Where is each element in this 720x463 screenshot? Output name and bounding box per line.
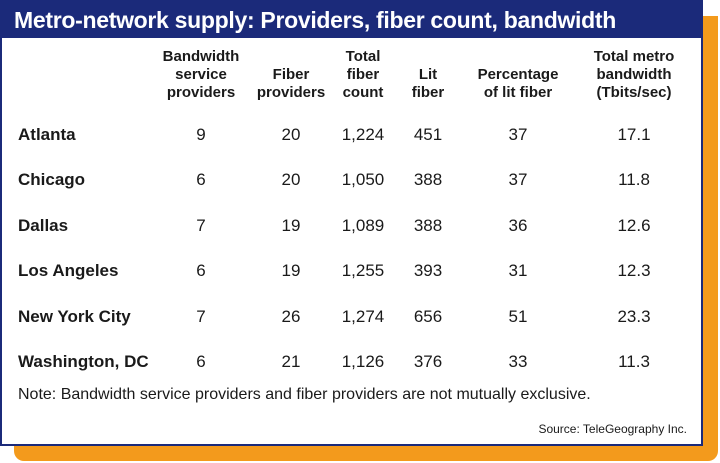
bandwidth-providers-cell: 6 <box>196 170 206 190</box>
total-bandwidth-cell: 12.6 <box>617 215 651 235</box>
bandwidth-providers-cell: 7 <box>196 215 206 235</box>
city-cell: Atlanta <box>18 124 76 144</box>
bandwidth-providers-cell: 9 <box>196 124 206 144</box>
total-fiber-cell: 1,255 <box>341 261 385 281</box>
total-bandwidth-cell: 17.1 <box>617 124 651 144</box>
total-fiber-cell: 1,126 <box>341 352 385 372</box>
table-row: New York City 7 26 1,274 656 51 23.3 <box>12 294 694 340</box>
fiber-providers-cell: 20 <box>281 170 301 190</box>
fiber-providers-cell: 20 <box>281 124 301 144</box>
pct-lit-cell: 51 <box>508 306 528 326</box>
header-pct-lit: Percentage of lit fiber <box>477 66 559 101</box>
fiber-providers-cell: 21 <box>281 352 301 372</box>
table-row: Atlanta 9 20 1,224 451 37 17.1 <box>12 112 694 158</box>
city-cell: Dallas <box>18 215 69 235</box>
fiber-providers-cell: 26 <box>281 306 301 326</box>
total-bandwidth-cell: 11.3 <box>618 352 650 372</box>
total-bandwidth-cell: 12.3 <box>617 261 651 281</box>
header-row: Bandwidth service providers Fiber provid… <box>12 48 694 112</box>
pct-lit-cell: 37 <box>508 124 528 144</box>
table-row: Washington, DC 6 21 1,126 376 33 11.3 <box>12 340 694 386</box>
city-cell: Washington, DC <box>18 352 149 372</box>
bandwidth-providers-cell: 6 <box>196 261 206 281</box>
total-fiber-cell: 1,224 <box>341 124 385 144</box>
pct-lit-cell: 31 <box>508 261 528 281</box>
source-credit: Source: TeleGeography Inc. <box>538 422 687 436</box>
data-table-card: Metro-network supply: Providers, fiber c… <box>0 0 703 446</box>
header-total-fiber: Total fiber count <box>342 48 384 101</box>
pct-lit-cell: 33 <box>508 352 528 372</box>
total-fiber-cell: 1,089 <box>341 215 385 235</box>
lit-fiber-cell: 656 <box>413 306 443 326</box>
lit-fiber-cell: 393 <box>413 261 443 281</box>
header-city <box>12 48 152 112</box>
total-bandwidth-cell: 23.3 <box>617 306 651 326</box>
total-bandwidth-cell: 11.8 <box>618 170 650 190</box>
lit-fiber-cell: 388 <box>413 215 443 235</box>
header-fiber-providers: Fiber providers <box>256 66 326 101</box>
bandwidth-providers-cell: 7 <box>196 306 206 326</box>
supply-table: Bandwidth service providers Fiber provid… <box>12 48 694 385</box>
city-cell: New York City <box>18 306 131 326</box>
table-row: Los Angeles 6 19 1,255 393 31 12.3 <box>12 249 694 295</box>
table-title: Metro-network supply: Providers, fiber c… <box>2 2 701 38</box>
fiber-providers-cell: 19 <box>281 215 301 235</box>
total-fiber-cell: 1,274 <box>341 306 385 326</box>
lit-fiber-cell: 388 <box>413 170 443 190</box>
city-cell: Los Angeles <box>18 261 119 281</box>
pct-lit-cell: 37 <box>508 170 528 190</box>
table-row: Dallas 7 19 1,089 388 36 12.6 <box>12 203 694 249</box>
header-total-bandwidth: Total metro bandwidth (Tbits/sec) <box>593 48 675 101</box>
header-bandwidth-providers: Bandwidth service providers <box>162 48 240 101</box>
pct-lit-cell: 36 <box>508 215 528 235</box>
lit-fiber-cell: 451 <box>413 124 443 144</box>
city-cell: Chicago <box>18 170 86 190</box>
footnote: Note: Bandwidth service providers and fi… <box>18 386 591 403</box>
total-fiber-cell: 1,050 <box>341 170 385 190</box>
lit-fiber-cell: 376 <box>413 352 443 372</box>
table-row: Chicago 6 20 1,050 388 37 11.8 <box>12 158 694 204</box>
header-lit-fiber: Lit fiber <box>411 66 445 101</box>
bandwidth-providers-cell: 6 <box>196 352 206 372</box>
fiber-providers-cell: 19 <box>281 261 301 281</box>
